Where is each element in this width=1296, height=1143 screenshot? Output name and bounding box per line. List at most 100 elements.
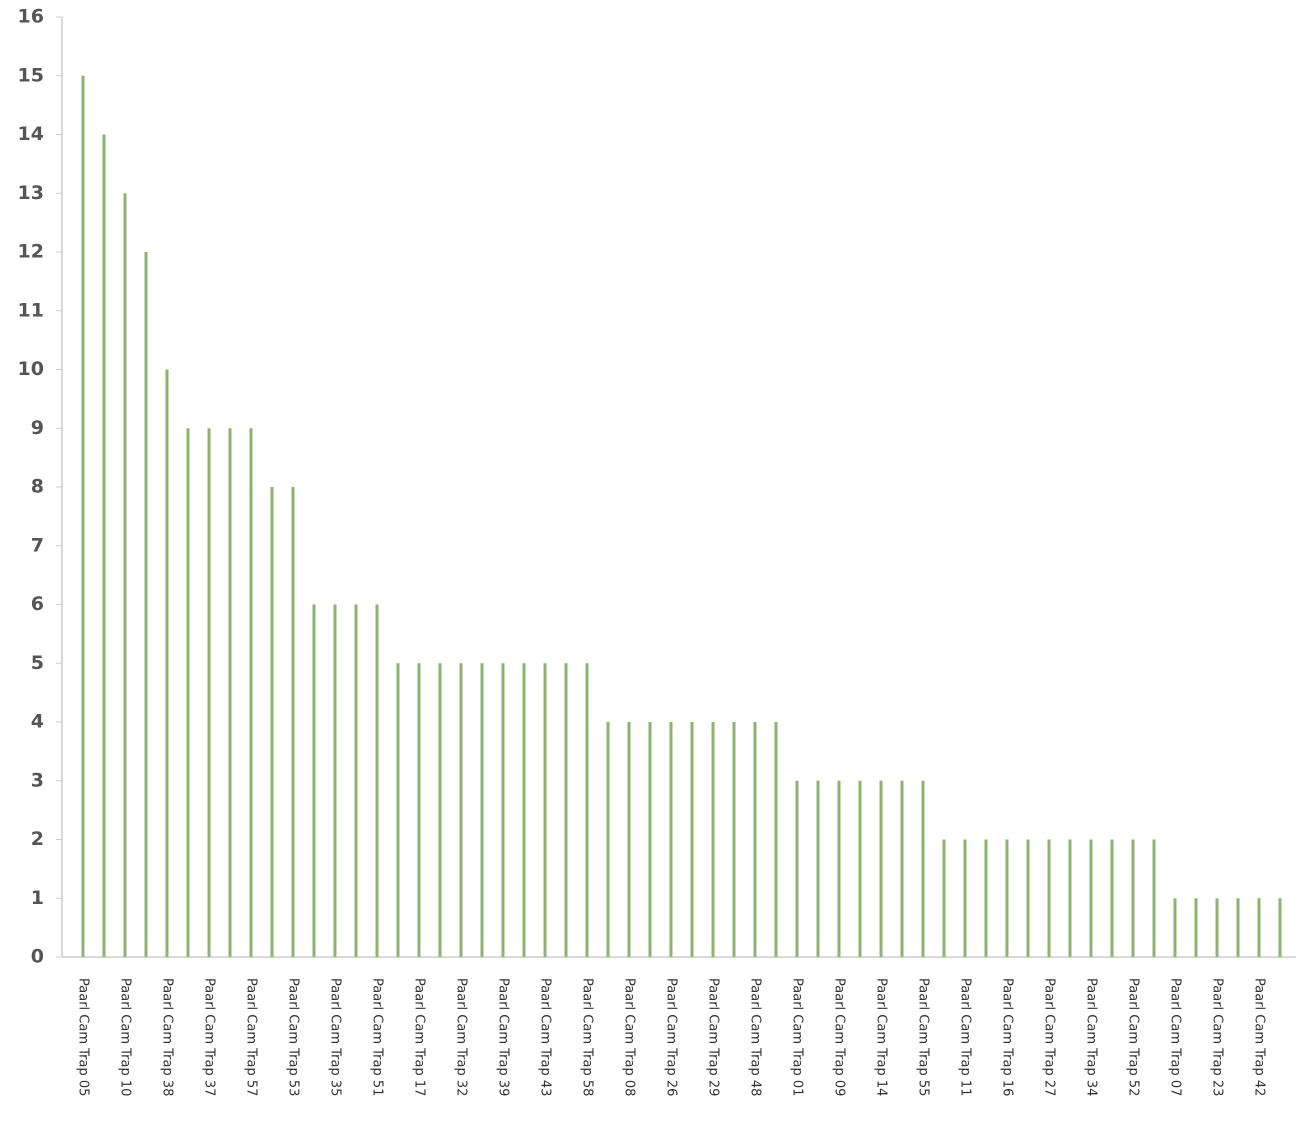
bar: [585, 663, 589, 957]
bar: [270, 487, 274, 957]
bar: [291, 487, 295, 957]
bar: [375, 604, 379, 957]
bar: [1068, 839, 1072, 957]
y-tick-label: 5: [31, 652, 44, 674]
bar: [354, 604, 358, 957]
bar: [522, 663, 526, 957]
y-tick-label: 8: [31, 476, 44, 498]
x-tick-label: Paarl Cam Trap 26: [664, 978, 679, 1096]
bar: [144, 252, 148, 957]
y-tick-label: 6: [31, 593, 44, 615]
y-tick-label: 11: [18, 299, 44, 321]
bar: [900, 780, 904, 957]
x-tick-label: Paarl Cam Trap 34: [1084, 978, 1099, 1096]
y-tick-label: 16: [18, 6, 44, 28]
bar: [186, 428, 190, 957]
y-tick-label: 9: [31, 417, 44, 439]
x-tick-label: Paarl Cam Trap 58: [580, 978, 595, 1096]
y-tick-label: 12: [18, 241, 44, 263]
bar: [1215, 898, 1219, 957]
x-tick-label: Paarl Cam Trap 27: [1042, 978, 1057, 1096]
y-tick-label: 2: [31, 828, 44, 850]
x-tick-label: Paarl Cam Trap 09: [832, 978, 847, 1096]
bar: [123, 193, 127, 957]
bar: [984, 839, 988, 957]
x-tick-label: Paarl Cam Trap 32: [454, 978, 469, 1096]
bar: [396, 663, 400, 957]
y-tick-label: 7: [31, 534, 44, 556]
x-tick-label: Paarl Cam Trap 07: [1168, 978, 1183, 1096]
bar: [480, 663, 484, 957]
bar: [648, 722, 652, 957]
x-tick-label: Paarl Cam Trap 39: [496, 978, 511, 1096]
x-tick-label: Paarl Cam Trap 48: [748, 978, 763, 1096]
bar: [1194, 898, 1198, 957]
y-tick-label: 15: [18, 64, 44, 86]
y-tick-label: 14: [18, 123, 44, 145]
bar: [1089, 839, 1093, 957]
x-tick-label: Paarl Cam Trap 08: [622, 978, 637, 1096]
bar: [606, 722, 610, 957]
bar: [1257, 898, 1261, 957]
bar: [333, 604, 337, 957]
x-tick-label: Paarl Cam Trap 05: [76, 978, 91, 1096]
bar: [501, 663, 505, 957]
bar: [858, 780, 862, 957]
bar: [312, 604, 316, 957]
bar: [879, 780, 883, 957]
x-tick-label: Paarl Cam Trap 42: [1252, 978, 1267, 1096]
bar: [711, 722, 715, 957]
bar: [837, 780, 841, 957]
y-tick-label: 1: [31, 887, 44, 909]
bar: [543, 663, 547, 957]
x-tick-label: Paarl Cam Trap 52: [1126, 978, 1141, 1096]
y-tick-label: 10: [18, 358, 44, 380]
x-tick-label: Paarl Cam Trap 01: [790, 978, 805, 1096]
bar: [921, 780, 925, 957]
x-tick-label: Paarl Cam Trap 35: [328, 978, 343, 1096]
bar: [732, 722, 736, 957]
bar: [942, 839, 946, 957]
y-tick-label: 4: [31, 711, 44, 733]
bar: [753, 722, 757, 957]
x-tick-label: Paarl Cam Trap 11: [958, 978, 973, 1096]
bar: [228, 428, 232, 957]
bar: [1236, 898, 1240, 957]
x-tick-label: Paarl Cam Trap 23: [1210, 978, 1225, 1096]
x-tick-label: Paarl Cam Trap 51: [370, 978, 385, 1096]
bar: [438, 663, 442, 957]
bar: [165, 369, 169, 957]
bar: [1047, 839, 1051, 957]
x-tick-label: Paarl Cam Trap 37: [202, 978, 217, 1096]
bar: [564, 663, 568, 957]
y-tick-label: 0: [31, 946, 44, 968]
bar: [249, 428, 253, 957]
bar: [1152, 839, 1156, 957]
x-tick-label: Paarl Cam Trap 43: [538, 978, 553, 1096]
bar: [1278, 898, 1282, 957]
bar: [669, 722, 673, 957]
x-tick-label: Paarl Cam Trap 53: [286, 978, 301, 1096]
bar: [1173, 898, 1177, 957]
x-tick-label: Paarl Cam Trap 55: [916, 978, 931, 1096]
bar: [1110, 839, 1114, 957]
bar: [459, 663, 463, 957]
bar: [963, 839, 967, 957]
bar: [417, 663, 421, 957]
bar: [1131, 839, 1135, 957]
bar: [1026, 839, 1030, 957]
x-tick-label: Paarl Cam Trap 16: [1000, 978, 1015, 1096]
bar: [102, 134, 106, 957]
x-tick-label: Paarl Cam Trap 14: [874, 978, 889, 1096]
x-tick-label: Paarl Cam Trap 57: [244, 978, 259, 1096]
bar: [795, 780, 799, 957]
bar: [207, 428, 211, 957]
bar: [1005, 839, 1009, 957]
x-tick-label: Paarl Cam Trap 38: [160, 978, 175, 1096]
bar: [81, 75, 85, 957]
x-tick-label: Paarl Cam Trap 10: [118, 978, 133, 1096]
bar: [816, 780, 820, 957]
y-tick-label: 13: [18, 182, 44, 204]
x-tick-label: Paarl Cam Trap 29: [706, 978, 721, 1096]
